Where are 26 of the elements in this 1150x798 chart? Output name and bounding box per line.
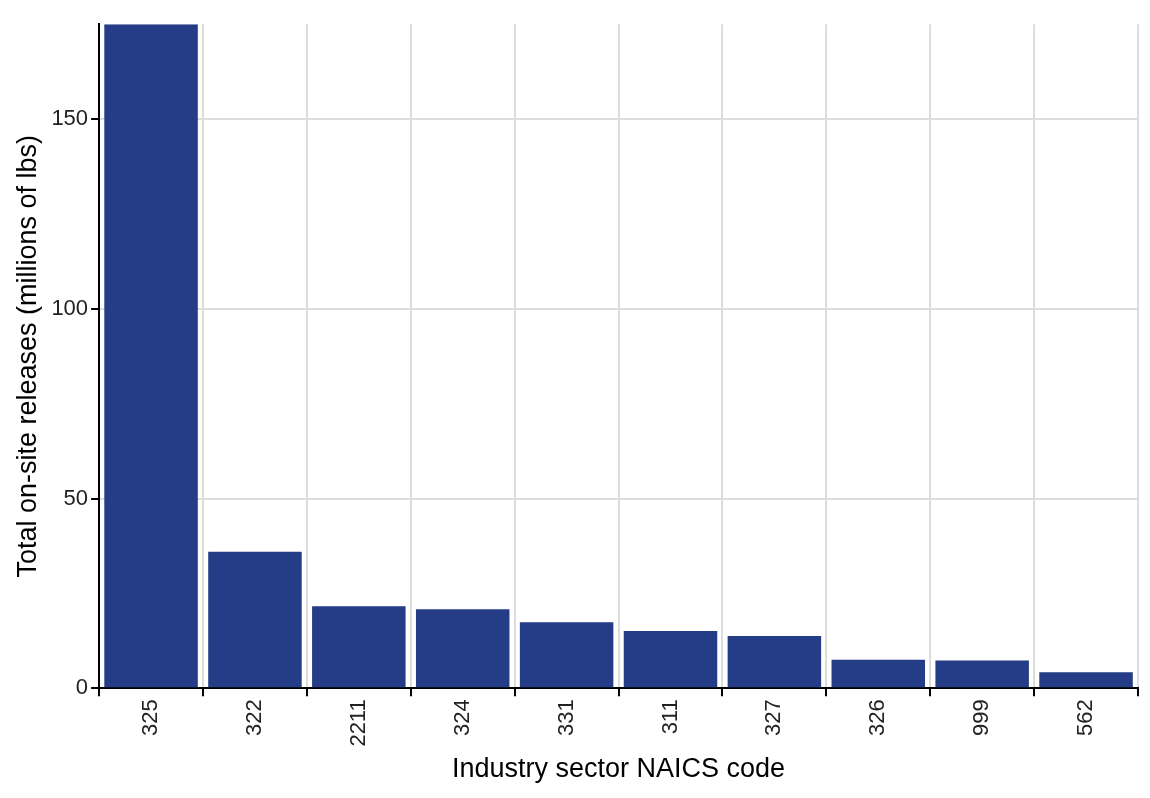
- bar: [727, 635, 822, 688]
- x-tick-label: 327: [760, 699, 786, 737]
- bar: [831, 659, 926, 688]
- bar: [104, 24, 198, 688]
- x-tick-label: 999: [968, 699, 994, 737]
- x-tick-label: 326: [864, 699, 890, 737]
- bar: [519, 622, 614, 688]
- y-axis-title: Total on-site releases (millions of lbs): [11, 134, 42, 578]
- y-tick-label: 50: [63, 484, 89, 510]
- x-tick-label: 322: [241, 699, 266, 737]
- bar: [1039, 672, 1133, 688]
- bar: [415, 609, 510, 688]
- x-tick-label: 311: [656, 699, 682, 735]
- bar: [208, 551, 302, 688]
- y-tick-label: 150: [51, 105, 89, 131]
- bar: [623, 630, 718, 688]
- x-tick-label: 331: [552, 699, 578, 737]
- bar: [312, 606, 406, 688]
- y-tick-label: 100: [51, 294, 89, 320]
- x-tick-label: 324: [448, 699, 474, 737]
- y-tick-label: 0: [75, 674, 89, 700]
- x-tick-label: 2211: [344, 699, 370, 747]
- x-axis-title: Industry sector NAICS code: [451, 753, 786, 784]
- x-tick-label: 562: [1072, 699, 1098, 737]
- x-tick-label: 325: [137, 699, 163, 737]
- bar: [935, 660, 1029, 688]
